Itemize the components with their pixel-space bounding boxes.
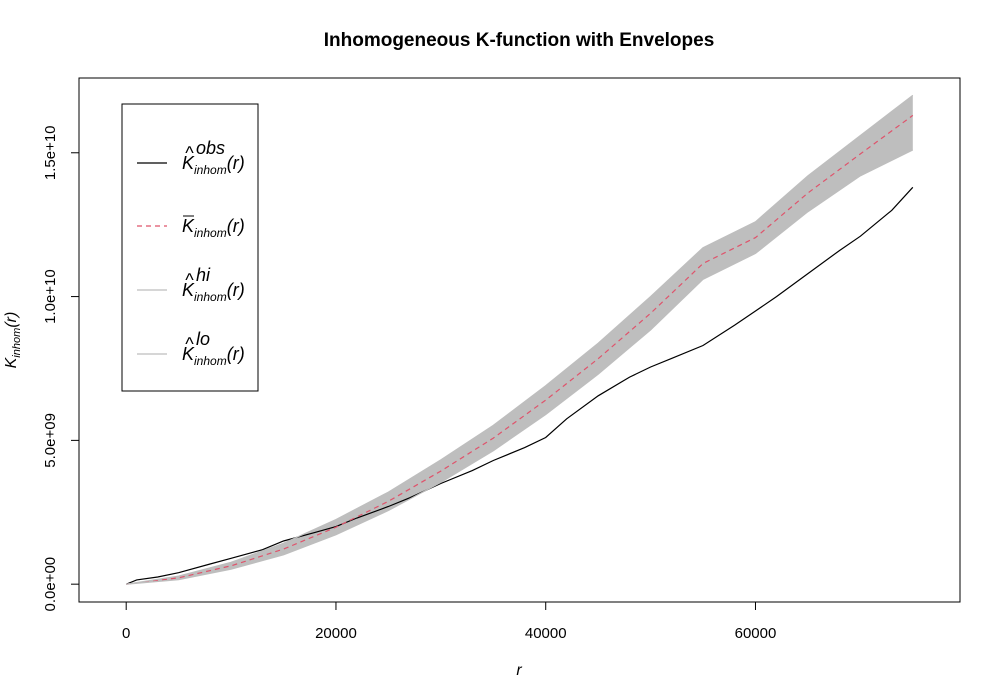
x-tick-label: 60000 xyxy=(735,625,777,642)
x-tick-label: 40000 xyxy=(525,625,567,642)
legend-superscript: hi xyxy=(196,265,211,285)
x-axis: 0 20000 40000 60000 xyxy=(122,601,777,642)
legend-label: Kinhom(r) xyxy=(182,344,245,368)
series-line-obs xyxy=(125,186,914,585)
legend-label: Kinhom(r) xyxy=(182,153,245,177)
chart-title: Inhomogeneous K-function with Envelopes xyxy=(324,30,715,51)
x-tick-label: 20000 xyxy=(315,625,357,642)
series-layer xyxy=(125,94,914,585)
y-tick-label: 1.0e+10 xyxy=(42,269,59,324)
legend-superscript: obs xyxy=(196,138,225,158)
legend-item-mmean: Kinhom(r) xyxy=(137,215,245,240)
y-axis-label-tail: (r) xyxy=(3,312,20,328)
legend-label: Kinhom(r) xyxy=(182,280,245,304)
series-line-hi xyxy=(126,94,914,585)
y-axis: 0.0e+00 5.0e+09 1.0e+10 1.5e+10 xyxy=(42,125,80,612)
y-axis-label-sub: inhom xyxy=(11,328,23,358)
y-axis-label: Kinhom(r) xyxy=(3,312,23,369)
legend-hat-accent: ^ xyxy=(185,334,194,354)
legend-hat-accent: ^ xyxy=(185,143,194,163)
y-tick-label: 0.0e+00 xyxy=(42,557,59,612)
series-line-mmean xyxy=(126,114,914,585)
series-line-lo xyxy=(126,149,914,585)
legend-label: Kinhom(r) xyxy=(182,216,245,240)
legend-item-lo: ^Kinhom(r)lo xyxy=(137,329,245,368)
y-tick-label: 5.0e+09 xyxy=(42,413,59,468)
legend-superscript: lo xyxy=(196,329,210,349)
x-tick-label: 0 xyxy=(122,625,130,642)
x-axis-label: r xyxy=(516,662,522,679)
legend-item-hi: ^Kinhom(r)hi xyxy=(137,265,245,304)
y-axis-label-main: K xyxy=(3,356,20,368)
legend: ^Kinhom(r)obsKinhom(r)^Kinhom(r)hi^Kinho… xyxy=(121,103,259,392)
legend-hat-accent: ^ xyxy=(185,270,194,290)
svg-text:Kinhom(r): Kinhom(r) xyxy=(3,312,23,369)
y-tick-label: 1.5e+10 xyxy=(42,125,59,180)
legend-item-obs: ^Kinhom(r)obs xyxy=(137,138,245,177)
legend-box xyxy=(121,103,259,392)
